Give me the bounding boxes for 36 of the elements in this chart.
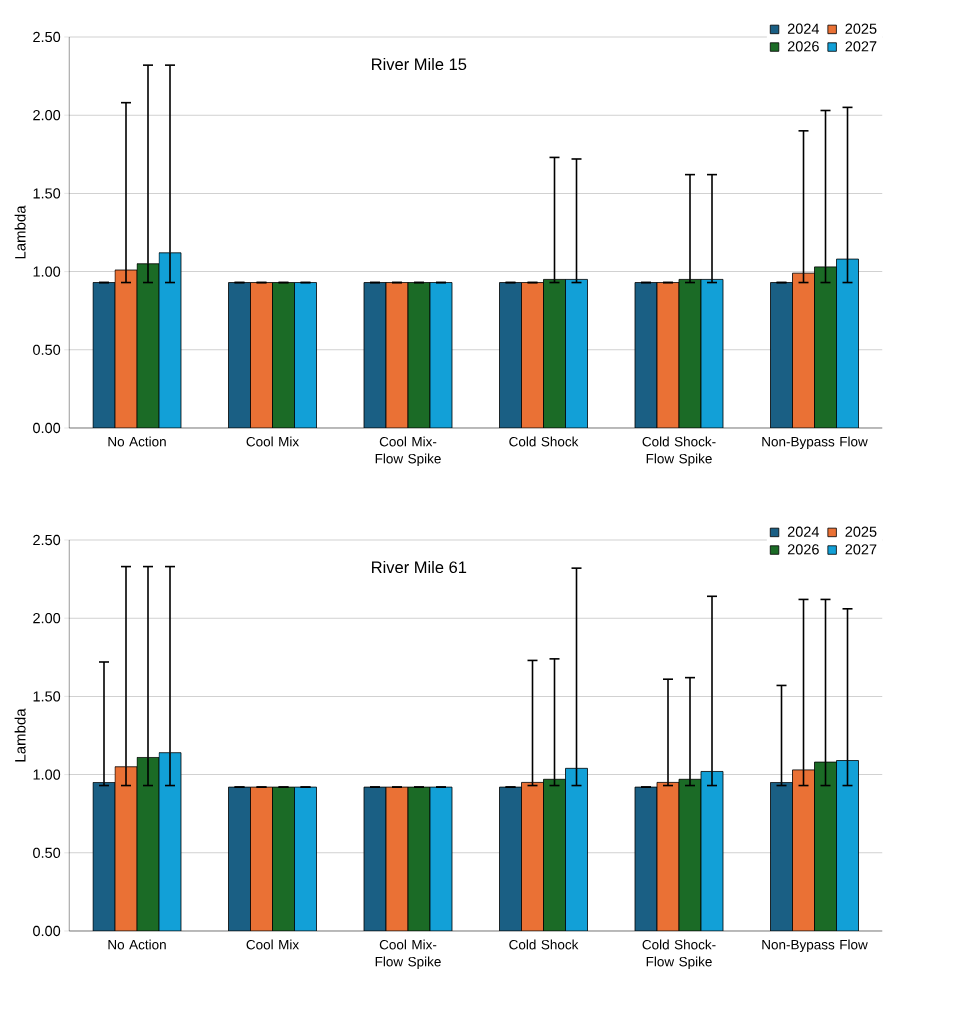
x-tick-label: No Action bbox=[108, 939, 166, 950]
legend-label: 2024 bbox=[787, 526, 820, 537]
legend-label: 2024 bbox=[787, 23, 820, 34]
y-tick-label: 1.50 bbox=[33, 188, 61, 199]
y-axis-title: Lambda bbox=[14, 205, 26, 259]
text: River Mile 61 bbox=[372, 560, 467, 574]
x-tick-label: Non-Bypass Flow bbox=[762, 939, 868, 953]
y-tick-label: 0.50 bbox=[33, 847, 61, 858]
legend-label: 2027 bbox=[845, 544, 877, 555]
legend-label: 2025 bbox=[845, 526, 877, 537]
x-tick-label: Cold Shock-Flow Spike bbox=[642, 939, 716, 970]
legend-label: 2026 bbox=[787, 41, 819, 52]
legend-label: 2027 bbox=[845, 41, 877, 52]
y-tick-label: 1.00 bbox=[33, 769, 61, 780]
y-tick-label: 2.00 bbox=[33, 110, 61, 121]
legend-label: 2025 bbox=[845, 23, 877, 34]
text: River Mile 15 bbox=[372, 57, 467, 71]
legend-label: 2026 bbox=[787, 544, 819, 555]
x-tick-label: Cool Mix bbox=[246, 939, 299, 950]
x-tick-label: Cold Shock bbox=[509, 436, 579, 447]
y-tick-label: 2.50 bbox=[33, 31, 61, 43]
x-tick-label: Cold Shock bbox=[509, 939, 579, 950]
y-tick-label: 1.00 bbox=[33, 266, 61, 277]
y-tick-label: 0.00 bbox=[33, 925, 61, 937]
x-tick-label: Cold Shock-Flow Spike bbox=[642, 436, 716, 467]
x-tick-label: Cool Mix-Flow Spike bbox=[375, 436, 441, 467]
x-tick-label: Non-Bypass Flow bbox=[762, 436, 868, 450]
x-tick-label: Cool Mix bbox=[246, 436, 299, 447]
y-tick-label: 2.00 bbox=[33, 613, 61, 624]
y-axis-title: Lambda bbox=[14, 708, 26, 762]
y-tick-label: 1.50 bbox=[33, 691, 61, 702]
y-tick-label: 0.00 bbox=[33, 422, 61, 434]
x-tick-label: No Action bbox=[108, 436, 166, 447]
y-tick-label: 2.50 bbox=[33, 534, 61, 546]
y-tick-label: 0.50 bbox=[33, 344, 61, 355]
x-tick-label: Cool Mix-Flow Spike bbox=[375, 939, 441, 970]
